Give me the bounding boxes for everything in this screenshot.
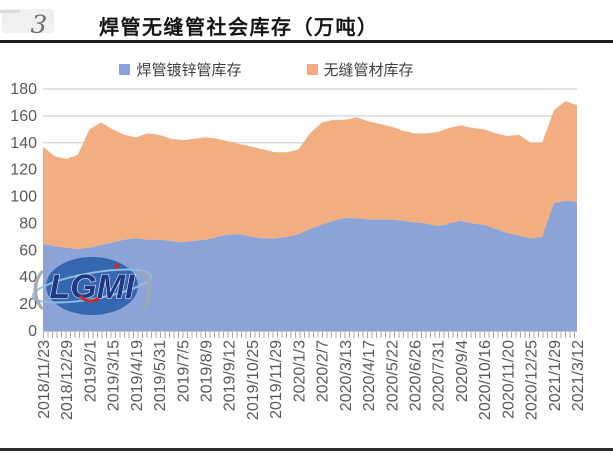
y-tick-label: 0 [28,323,37,340]
x-tick-label: 2020/9/4 [454,340,471,402]
x-tick-label: 2019/10/25 [245,340,262,420]
x-tick-label: 2020/11/20 [500,340,517,419]
watermark-right-paren: ) [140,263,154,310]
y-tick-label: 120 [10,162,37,179]
y-tick-label: 160 [10,108,37,125]
y-axis-labels: 0 20 40 60 80 100 120 140 160 180 [10,81,37,340]
y-tick-label: 140 [10,135,37,152]
watermark-orbit [31,268,153,304]
chart-legend: 焊管镀锌管库存 无缝管材库存 [0,59,573,80]
y-tick-label: 180 [10,81,37,98]
watermark-ellipse [46,257,138,315]
x-tick-label: 2021/1/29 [547,340,564,411]
x-tick-label: 2020/6/26 [407,340,424,411]
y-tick-label: 100 [10,189,37,206]
watermark-text: LGMI [50,268,137,306]
chart-title: 焊管无缝管社会库存（万吨） [99,17,379,39]
x-tick-label: 2019/8/9 [199,340,216,402]
y-tick-label: 40 [19,269,37,286]
lgmi-watermark: ()LGMI [31,257,154,315]
x-tick-label: 2019/2/1 [82,340,99,402]
x-tick-label: 2020/7/31 [431,340,448,411]
figure-bottom-border [0,448,613,451]
title-underline [0,40,613,43]
x-tick-label: 2020/12/25 [524,340,541,420]
x-axis-labels: 2018/11/23 2018/12/29 2019/2/1 2019/3/15 201… [36,340,587,420]
y-tick-label: 20 [19,296,37,313]
x-tick-label: 2019/7/5 [175,340,192,402]
watermark-red-swoosh [78,294,100,303]
series-area-welded [43,200,577,331]
x-tick-label: 2020/3/13 [338,340,355,411]
x-tick-label: 2019/11/29 [268,340,285,419]
legend-item-seamless: 无缝管材库存 [306,59,414,80]
scan-artifact-line [0,10,20,13]
y-tick-label: 60 [19,242,37,259]
x-tick-label: 2021/3/12 [570,340,587,411]
x-tick-label: 2020/10/16 [477,340,494,420]
legend-swatch-welded [119,64,131,75]
legend-swatch-seamless [306,64,318,75]
x-tick-label: 2019/3/15 [106,340,123,411]
x-tick-label: 2020/5/22 [384,340,401,411]
series-area-seamless [43,101,577,249]
watermark-left-paren: ( [31,263,45,310]
legend-item-welded: 焊管镀锌管库存 [119,59,242,80]
legend-label-welded: 焊管镀锌管库存 [136,62,242,79]
x-tick-label: 2018/12/29 [59,340,76,420]
x-tick-label: 2019/9/12 [222,340,239,411]
erased-figure-number-blob [2,9,54,33]
x-tick-label: 2018/11/23 [36,340,53,419]
x-tick-label: 2019/4/19 [129,340,146,411]
legend-label-seamless: 无缝管材库存 [323,62,414,79]
x-tick-label: 2019/5/31 [152,340,169,411]
y-tick-label: 80 [19,215,37,232]
x-tick-label: 2020/4/17 [361,340,378,411]
x-tick-label: 2020/2/7 [315,340,332,402]
watermark-red-dot [114,263,120,269]
x-tick-label: 2020/1/3 [291,340,308,402]
